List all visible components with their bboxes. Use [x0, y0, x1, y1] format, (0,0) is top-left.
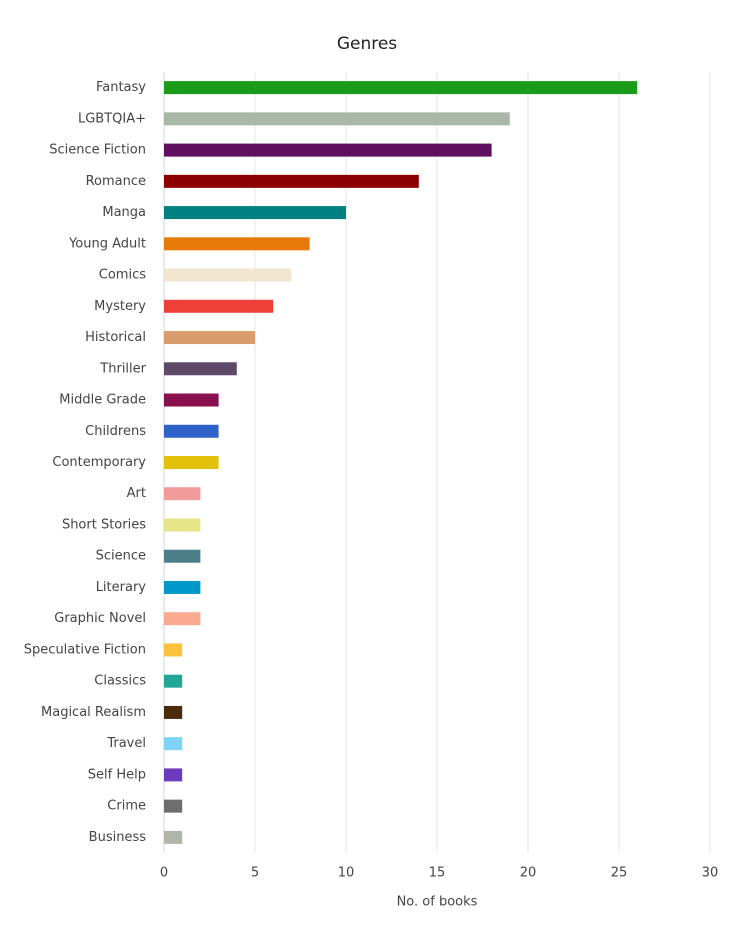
- y-tick-label: Comics: [99, 268, 146, 283]
- y-tick-label: Contemporary: [52, 455, 146, 470]
- y-tick-label: Romance: [86, 174, 146, 189]
- x-axis-label: No. of books: [397, 895, 478, 910]
- y-tick-label: Fantasy: [96, 80, 146, 95]
- x-tick-label: 15: [429, 866, 446, 881]
- x-tick-label: 20: [520, 866, 537, 881]
- bar: [164, 393, 219, 407]
- y-tick-label: Speculative Fiction: [24, 642, 146, 657]
- bar: [164, 768, 183, 782]
- bar: [164, 737, 183, 751]
- y-tick-label: Magical Realism: [41, 705, 146, 720]
- bar: [164, 331, 255, 345]
- y-tick-label: Young Adult: [68, 236, 146, 251]
- bar: [164, 612, 201, 626]
- bar: [164, 456, 219, 469]
- chart-title: Genres: [337, 34, 397, 54]
- bar: [164, 580, 201, 594]
- y-tick-label: Crime: [107, 799, 146, 814]
- x-tick-label: 30: [702, 866, 719, 881]
- x-tick-label: 25: [611, 866, 628, 881]
- y-tick-label: Mystery: [94, 299, 146, 314]
- bar: [164, 268, 292, 282]
- bar: [164, 112, 510, 126]
- y-tick-label: Science Fiction: [49, 143, 146, 158]
- y-tick-label: Travel: [106, 736, 146, 751]
- x-tick-label: 5: [251, 866, 259, 881]
- bar: [164, 643, 183, 657]
- bar: [164, 174, 419, 188]
- y-tick-label: Childrens: [85, 424, 146, 439]
- y-tick-label: Classics: [94, 674, 146, 689]
- bar: [164, 143, 492, 157]
- bar: [164, 705, 183, 719]
- y-tick-label: Historical: [85, 330, 146, 345]
- bar: [164, 518, 201, 532]
- y-tick-label: Thriller: [99, 361, 146, 376]
- bar: [164, 424, 219, 438]
- y-tick-label: Manga: [102, 205, 146, 220]
- y-tick-label: Science: [96, 549, 146, 564]
- bar: [164, 487, 201, 501]
- y-tick-label: Short Stories: [62, 517, 146, 532]
- y-tick-label: Literary: [96, 580, 147, 595]
- y-tick-label: Art: [127, 486, 146, 501]
- bar: [164, 830, 183, 844]
- y-tick-label: Business: [89, 830, 147, 845]
- bar: [164, 362, 237, 376]
- bar: [164, 549, 201, 563]
- x-tick-label: 0: [160, 866, 168, 881]
- bar: [164, 299, 274, 313]
- x-tick-label: 10: [338, 866, 355, 881]
- y-tick-label: LGBTQIA+: [78, 111, 146, 126]
- bar: [164, 674, 183, 688]
- y-tick-label: Middle Grade: [59, 393, 146, 408]
- bar: [164, 206, 346, 220]
- bar: [164, 799, 183, 813]
- y-tick-label: Graphic Novel: [54, 611, 146, 626]
- bar: [164, 81, 638, 95]
- y-tick-label: Self Help: [88, 767, 146, 782]
- bar: [164, 237, 310, 251]
